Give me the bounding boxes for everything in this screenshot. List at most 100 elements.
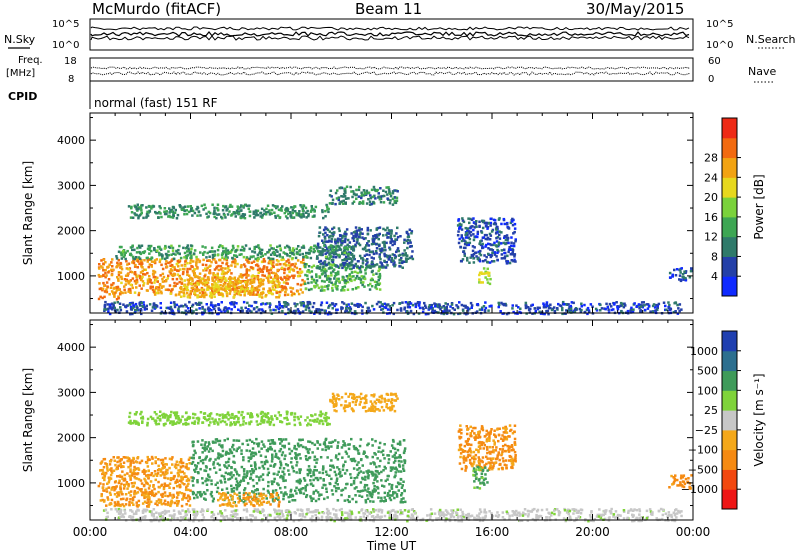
data-cell bbox=[129, 478, 132, 481]
data-cell bbox=[160, 310, 164, 314]
data-cell bbox=[178, 276, 182, 279]
data-cell bbox=[146, 280, 150, 284]
data-cell bbox=[402, 497, 405, 500]
data-cell bbox=[382, 234, 385, 237]
data-cell bbox=[501, 312, 504, 315]
data-cell bbox=[445, 309, 449, 312]
data-cell bbox=[176, 504, 179, 507]
data-cell bbox=[191, 209, 195, 213]
data-cell bbox=[354, 277, 358, 280]
data-cell bbox=[431, 311, 434, 314]
data-cell bbox=[184, 264, 187, 268]
data-cell bbox=[137, 468, 141, 471]
data-cell bbox=[170, 264, 174, 267]
data-cell bbox=[377, 237, 380, 241]
data-cell bbox=[149, 278, 152, 282]
data-cell bbox=[251, 440, 254, 443]
data-cell bbox=[226, 310, 229, 313]
data-cell bbox=[106, 303, 109, 306]
data-cell bbox=[319, 259, 323, 263]
data-cell bbox=[215, 267, 218, 270]
data-cell bbox=[164, 494, 167, 497]
data-cell bbox=[680, 308, 683, 311]
data-cell bbox=[475, 310, 479, 313]
data-cell bbox=[321, 209, 324, 212]
data-cell bbox=[152, 485, 155, 488]
data-cell bbox=[194, 288, 197, 291]
data-cell bbox=[333, 231, 336, 234]
data-cell bbox=[463, 242, 467, 246]
data-cell bbox=[363, 254, 367, 257]
data-cell bbox=[482, 236, 485, 239]
data-cell bbox=[276, 250, 279, 253]
data-cell bbox=[469, 226, 472, 230]
data-cell bbox=[271, 482, 274, 486]
data-cell bbox=[398, 302, 401, 305]
data-cell bbox=[375, 465, 378, 469]
data-cell bbox=[296, 282, 299, 286]
data-cell bbox=[290, 251, 294, 254]
data-cell bbox=[224, 247, 228, 250]
data-cell bbox=[587, 309, 591, 312]
data-cell bbox=[311, 305, 315, 309]
data-cell bbox=[378, 268, 381, 271]
y-tick-label: 1000 bbox=[57, 270, 85, 283]
data-cell bbox=[198, 493, 202, 496]
data-cell bbox=[633, 302, 636, 305]
data-cell bbox=[380, 499, 383, 502]
data-cell bbox=[185, 209, 188, 212]
data-cell bbox=[227, 287, 230, 290]
data-cell bbox=[237, 474, 241, 477]
data-cell bbox=[293, 499, 297, 502]
data-cell bbox=[180, 461, 184, 465]
data-cell bbox=[221, 294, 225, 298]
data-cell bbox=[106, 467, 109, 470]
data-cell bbox=[344, 308, 348, 312]
data-cell bbox=[374, 250, 378, 253]
data-cell bbox=[466, 227, 470, 230]
data-cell bbox=[299, 204, 302, 207]
noise-trace bbox=[90, 35, 690, 41]
data-cell bbox=[230, 466, 233, 470]
data-cell bbox=[193, 272, 196, 275]
data-cell bbox=[287, 212, 290, 216]
data-cell bbox=[497, 250, 500, 253]
data-cell bbox=[321, 239, 324, 242]
data-cell bbox=[374, 286, 377, 289]
data-cell bbox=[275, 291, 278, 294]
data-cell bbox=[396, 226, 399, 230]
data-cell bbox=[149, 244, 153, 248]
data-cell bbox=[364, 301, 367, 305]
data-cell bbox=[277, 457, 281, 460]
scatter-region bbox=[178, 275, 281, 299]
data-cell bbox=[131, 216, 135, 219]
data-cell bbox=[360, 228, 363, 231]
data-cell bbox=[262, 267, 265, 271]
data-cell bbox=[676, 303, 679, 307]
data-cell bbox=[246, 283, 249, 286]
data-cell bbox=[268, 248, 271, 252]
data-cell bbox=[406, 254, 409, 257]
data-cell bbox=[125, 482, 129, 486]
data-cell bbox=[154, 210, 157, 214]
data-cell bbox=[548, 306, 552, 310]
data-cell bbox=[293, 302, 296, 305]
data-cell bbox=[630, 306, 633, 310]
data-cell bbox=[123, 278, 127, 281]
data-cell bbox=[154, 456, 157, 459]
data-cell bbox=[396, 442, 400, 446]
data-cell bbox=[383, 306, 386, 309]
data-cell bbox=[240, 306, 243, 310]
data-cell bbox=[478, 258, 481, 261]
data-cell bbox=[679, 271, 682, 274]
data-cell bbox=[495, 240, 499, 243]
data-cell bbox=[276, 214, 280, 217]
data-cell bbox=[321, 262, 325, 265]
data-cell bbox=[476, 230, 480, 234]
data-cell bbox=[293, 274, 296, 277]
data-cell bbox=[119, 251, 123, 254]
data-cell bbox=[286, 293, 290, 296]
data-cell bbox=[148, 246, 152, 249]
data-cell bbox=[353, 192, 356, 196]
data-cell bbox=[490, 304, 493, 308]
